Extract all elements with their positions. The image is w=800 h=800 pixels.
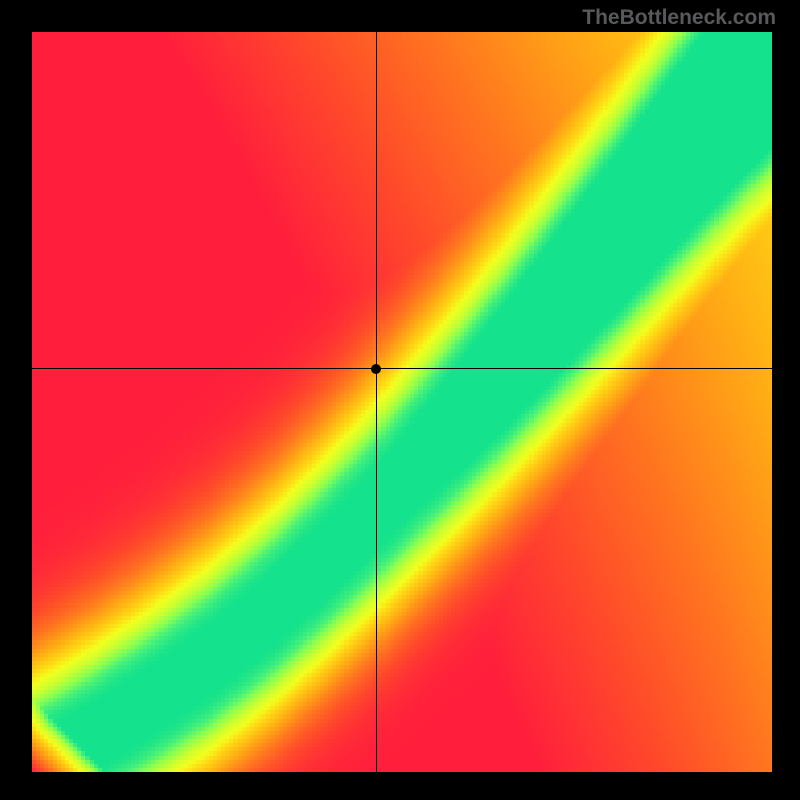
chart-container: TheBottleneck.com <box>0 0 800 800</box>
heatmap-canvas <box>32 32 772 772</box>
crosshair-vertical <box>376 32 377 772</box>
watermark-text: TheBottleneck.com <box>582 6 776 30</box>
crosshair-horizontal <box>32 368 772 369</box>
data-point-marker <box>371 364 381 374</box>
